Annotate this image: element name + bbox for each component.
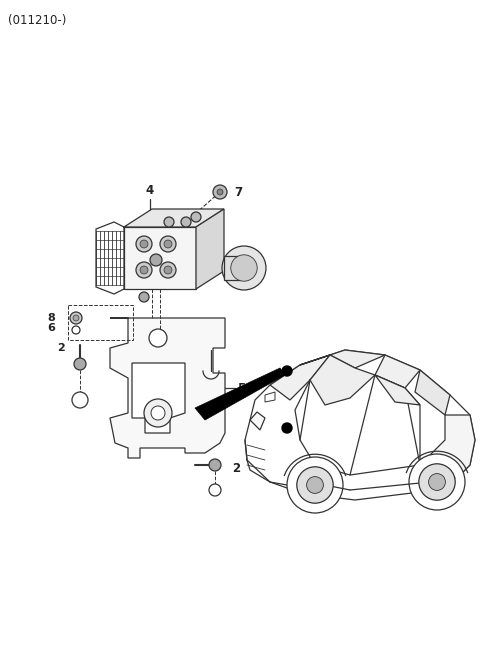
Text: 6: 6 <box>47 323 55 333</box>
Circle shape <box>164 240 172 248</box>
Polygon shape <box>415 370 450 415</box>
Circle shape <box>209 459 221 471</box>
Circle shape <box>70 312 82 324</box>
Text: 7: 7 <box>234 185 242 198</box>
Circle shape <box>419 464 455 500</box>
Polygon shape <box>195 368 285 420</box>
Circle shape <box>140 266 148 274</box>
Polygon shape <box>132 363 185 433</box>
Circle shape <box>150 254 162 266</box>
Polygon shape <box>310 355 375 405</box>
Polygon shape <box>224 256 240 280</box>
Circle shape <box>149 329 167 347</box>
Circle shape <box>140 240 148 248</box>
Polygon shape <box>245 350 475 500</box>
Polygon shape <box>196 209 224 289</box>
Circle shape <box>307 477 324 493</box>
Circle shape <box>164 217 174 227</box>
Circle shape <box>160 262 176 278</box>
Circle shape <box>136 236 152 252</box>
Polygon shape <box>300 350 385 368</box>
Text: (011210-): (011210-) <box>8 14 66 27</box>
Circle shape <box>282 366 292 376</box>
Polygon shape <box>375 355 420 388</box>
Circle shape <box>72 392 88 408</box>
Polygon shape <box>265 392 275 402</box>
Circle shape <box>191 212 201 222</box>
Polygon shape <box>420 415 475 492</box>
Circle shape <box>297 467 333 503</box>
Polygon shape <box>124 227 196 289</box>
Circle shape <box>209 484 221 496</box>
Bar <box>68 305 133 340</box>
Circle shape <box>181 217 191 227</box>
Circle shape <box>213 185 227 199</box>
Circle shape <box>217 189 223 195</box>
Text: 2: 2 <box>57 343 65 353</box>
Circle shape <box>160 236 176 252</box>
Circle shape <box>136 262 152 278</box>
Polygon shape <box>295 375 420 475</box>
Polygon shape <box>270 355 330 400</box>
Text: 4: 4 <box>146 184 154 197</box>
Circle shape <box>144 399 172 427</box>
Circle shape <box>231 255 257 281</box>
Text: 8: 8 <box>47 313 55 323</box>
Text: 2: 2 <box>232 462 240 475</box>
Text: 5: 5 <box>237 381 245 394</box>
Circle shape <box>287 457 343 513</box>
Circle shape <box>151 406 165 420</box>
Circle shape <box>409 454 465 510</box>
Circle shape <box>222 246 266 290</box>
Polygon shape <box>124 209 224 227</box>
Polygon shape <box>375 375 420 405</box>
Circle shape <box>73 315 79 321</box>
Circle shape <box>282 423 292 433</box>
Circle shape <box>139 292 149 302</box>
Polygon shape <box>110 318 225 458</box>
Circle shape <box>72 326 80 334</box>
Circle shape <box>164 266 172 274</box>
Circle shape <box>429 474 445 491</box>
Polygon shape <box>250 412 265 430</box>
Circle shape <box>74 358 86 370</box>
